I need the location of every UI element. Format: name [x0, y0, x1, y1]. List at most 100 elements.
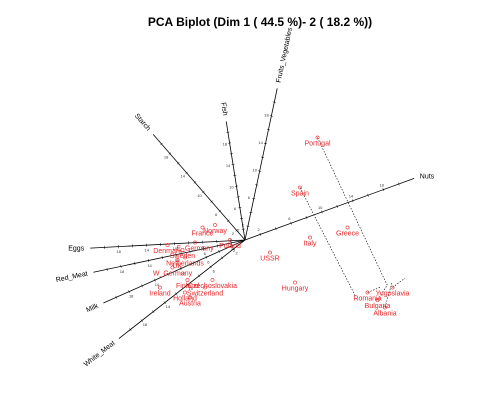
axis-tick	[266, 129, 270, 131]
axis-tick-label: 14	[155, 282, 160, 287]
country-points: Portugal Spain Greece Italy USSR Hungary Yugos…	[149, 135, 410, 318]
axis-tick-label: 2	[233, 248, 236, 253]
axis-tick-label: 14	[258, 140, 263, 145]
point-finland	[185, 278, 190, 282]
axis-tick	[321, 210, 323, 214]
axis-tick	[210, 200, 213, 203]
axis-tick	[201, 190, 205, 194]
point-label-w-germany: W_Germany	[153, 271, 193, 278]
axis-tick	[263, 142, 268, 145]
axis-tick-label: 2	[235, 250, 238, 255]
axis-tick-label: 18	[120, 269, 125, 274]
variable-label-milk: Milk	[85, 303, 100, 315]
point-label-poland: Poland	[219, 243, 241, 250]
axis-tick-label: 14	[166, 304, 171, 309]
point-label-czechoslovakia: Czechoslovakia	[188, 283, 237, 290]
axis-tick-label: 10	[197, 193, 202, 198]
axis-tick-label: 14	[181, 174, 186, 179]
axis-tick-label: 10	[173, 246, 178, 251]
axis-tick	[259, 232, 262, 236]
point-greece	[345, 225, 350, 230]
axis-tick	[398, 182, 400, 186]
chart-title: PCA Biplot (Dim 1 ( 44.5 %)- 2 ( 18.2 %)…	[148, 15, 372, 29]
axis-tick	[152, 310, 155, 313]
variable-label-fruits-vegetables: Fruits_Vegetables	[276, 27, 295, 84]
axis-tick	[220, 256, 224, 260]
point-portugal	[315, 135, 320, 140]
point-holland	[183, 290, 187, 295]
point-label-netherlands: Netherlands	[166, 261, 204, 268]
axis-red-meat	[93, 239, 246, 273]
axis-tick-label: 6	[248, 195, 251, 200]
axis-tick-label: 18	[129, 294, 134, 299]
axis-tick	[175, 253, 177, 257]
variable-label-eggs: Eggs	[68, 245, 84, 252]
point-label-finland: Finland	[176, 283, 199, 290]
point-label-switzerland: Switzerland	[187, 291, 223, 298]
axis-tick	[290, 221, 292, 225]
guide-line	[392, 277, 406, 288]
point-sweden	[180, 248, 185, 252]
axis-tick	[218, 210, 222, 213]
point-label-ussr: USSR	[260, 256, 279, 263]
point-poland	[228, 238, 232, 242]
variable-label-starch: Starch	[133, 113, 152, 133]
axis-tick-label: 18	[264, 112, 269, 117]
axis-tick-label: 14	[147, 263, 152, 268]
axis-tick	[252, 198, 256, 200]
axis-tick	[179, 267, 182, 271]
point-label-bulgaria: Bulgaria	[365, 303, 391, 310]
variable-label-nuts: Nuts	[420, 173, 435, 180]
axis-tick-label: 10	[175, 257, 180, 262]
point-label-romania: Romania	[353, 296, 381, 303]
axis-tick-label: 10	[180, 271, 185, 276]
point-label-uk: UK	[173, 263, 183, 270]
point-france	[200, 225, 205, 230]
axis-tick-label: 6	[204, 251, 207, 256]
axis-tick-label: 6	[202, 245, 205, 250]
axis-tick	[175, 292, 178, 296]
axis-tick-label: 18	[143, 322, 148, 327]
axis-tick	[154, 278, 156, 282]
point-w-germany	[170, 265, 175, 270]
axis-tick	[246, 225, 250, 227]
axis-tick-label: 6	[234, 206, 237, 211]
point-label-spain: Spain	[291, 191, 309, 198]
variable-label-fish: Fish	[219, 102, 228, 116]
axis-tick	[258, 170, 262, 172]
axis-tick	[134, 261, 136, 265]
axis-tick	[161, 256, 163, 260]
axis-tick-label: 2	[237, 228, 240, 233]
point-label-greece: Greece	[336, 231, 359, 238]
axis-tick-label: 18	[164, 154, 169, 159]
axis-tick	[230, 241, 232, 245]
point-label-holland: Holland	[173, 296, 197, 303]
point-switzerland	[203, 285, 207, 290]
axis-tick	[140, 319, 143, 322]
point-yugoslavia	[390, 285, 395, 290]
point-czechoslovakia	[210, 278, 215, 282]
point-label-e-germany: E_Germany	[176, 246, 214, 253]
axis-tick-label: 14	[349, 194, 354, 199]
axis-tick-label: 6	[207, 259, 210, 264]
point-e-germany	[193, 240, 197, 245]
axis-tick	[185, 171, 188, 174]
axis-tick	[186, 283, 189, 287]
axis-tick	[216, 244, 218, 248]
axis-tick	[198, 274, 201, 278]
axis-tick-label: 10	[318, 205, 323, 210]
axis-eggs	[90, 239, 246, 249]
guide-line	[377, 284, 388, 301]
axis-tick	[147, 258, 150, 263]
axis-tick	[261, 156, 265, 158]
axis-tick-label: 10	[229, 184, 234, 189]
point-albania	[383, 305, 387, 310]
axis-tick	[336, 204, 339, 208]
axis-tick	[305, 216, 308, 220]
axis-tick	[128, 290, 130, 294]
axis-tick	[249, 211, 253, 213]
axis-tick	[176, 161, 180, 165]
axis-tick	[235, 229, 238, 232]
axis-tick	[382, 188, 385, 192]
